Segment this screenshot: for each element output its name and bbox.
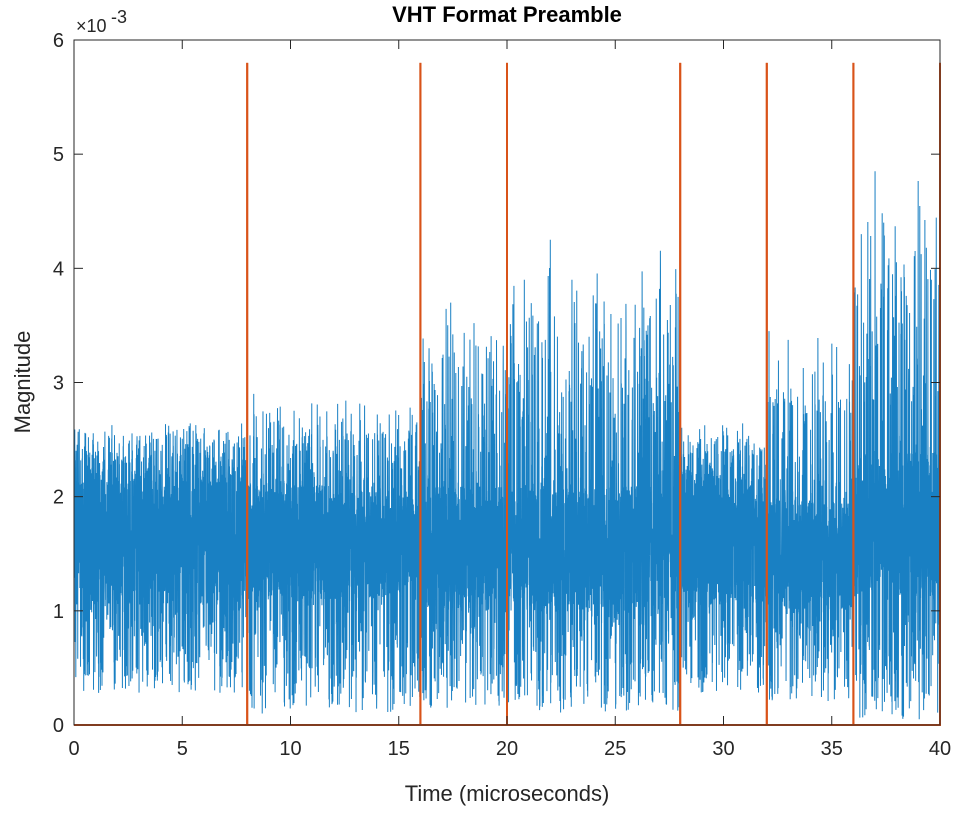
y-exponent-power: -3	[111, 7, 127, 27]
x-axis-ticks: 0 5 10 15 20 25 30 35 40	[68, 40, 951, 760]
y-tick-label: 2	[53, 487, 64, 509]
x-tick-label: 25	[604, 738, 626, 760]
x-tick-label: 0	[68, 738, 79, 760]
x-tick-label: 20	[496, 738, 518, 760]
y-axis-label: Magnitude	[10, 331, 35, 434]
x-tick-label: 15	[388, 738, 410, 760]
y-exponent-label: ×10 -3	[76, 7, 127, 36]
y-tick-label: 4	[53, 258, 64, 280]
x-tick-label: 35	[821, 738, 843, 760]
y-exponent-base: ×10	[76, 16, 107, 36]
x-tick-label: 40	[929, 738, 951, 760]
field-boundary-series	[74, 62, 941, 726]
y-tick-label: 0	[53, 715, 64, 737]
y-tick-label: 5	[53, 144, 64, 166]
y-tick-label: 3	[53, 373, 64, 395]
x-tick-label: 10	[279, 738, 301, 760]
y-tick-label: 1	[53, 601, 64, 623]
x-tick-label: 5	[177, 738, 188, 760]
y-tick-label: 6	[53, 30, 64, 52]
x-axis-label: Time (microseconds)	[405, 781, 610, 806]
y-axis-ticks: 0 1 2 3 4 5 6	[53, 30, 940, 737]
x-tick-label: 30	[712, 738, 734, 760]
chart-title: VHT Format Preamble	[392, 2, 622, 27]
